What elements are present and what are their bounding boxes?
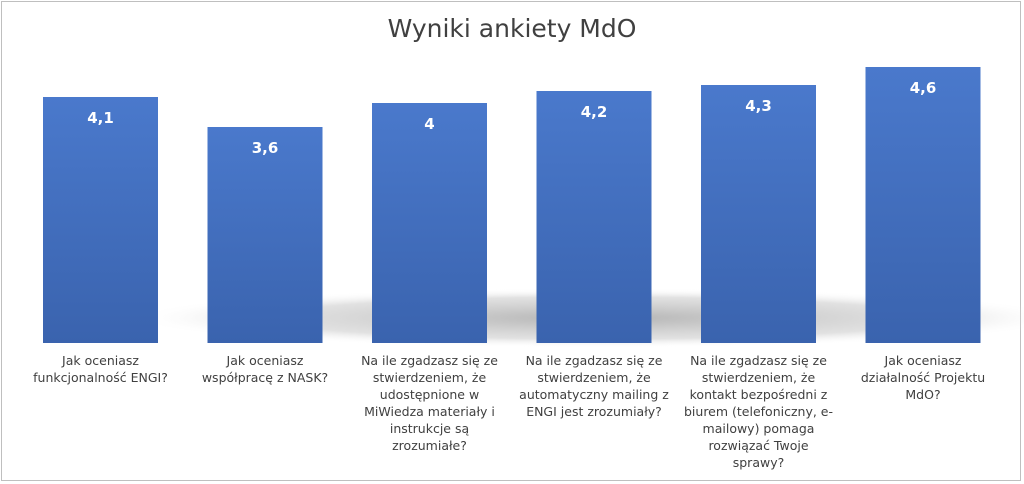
data-label-1: 4,1 <box>87 109 114 127</box>
category-label-1: Jak oceniasz funkcjonalność ENGI? <box>33 353 168 385</box>
category-label-6: Jak oceniasz działalność Projektu MdO? <box>860 353 986 402</box>
category-label-3: Na ile zgadzasz się ze stwierdzeniem, że… <box>361 353 498 453</box>
bar-2 <box>207 127 323 343</box>
bar-1 <box>43 97 158 343</box>
bar-5 <box>701 85 816 343</box>
data-label-3: 4 <box>424 115 434 133</box>
data-label-2: 3,6 <box>252 139 279 157</box>
bar-6 <box>865 67 981 343</box>
category-label-5: Na ile zgadzasz się ze stwierdzeniem, że… <box>683 353 833 470</box>
data-label-6: 4,6 <box>910 79 937 97</box>
data-label-4: 4,2 <box>581 103 608 121</box>
bar-3 <box>372 103 487 343</box>
category-label-2: Jak oceniasz współpracę z NASK? <box>201 353 329 385</box>
bar-4 <box>536 91 652 343</box>
chart-title: Wyniki ankiety MdO <box>387 14 637 43</box>
data-label-5: 4,3 <box>745 97 772 115</box>
category-label-4: Na ile zgadzasz się ze stwierdzeniem, że… <box>519 353 669 419</box>
